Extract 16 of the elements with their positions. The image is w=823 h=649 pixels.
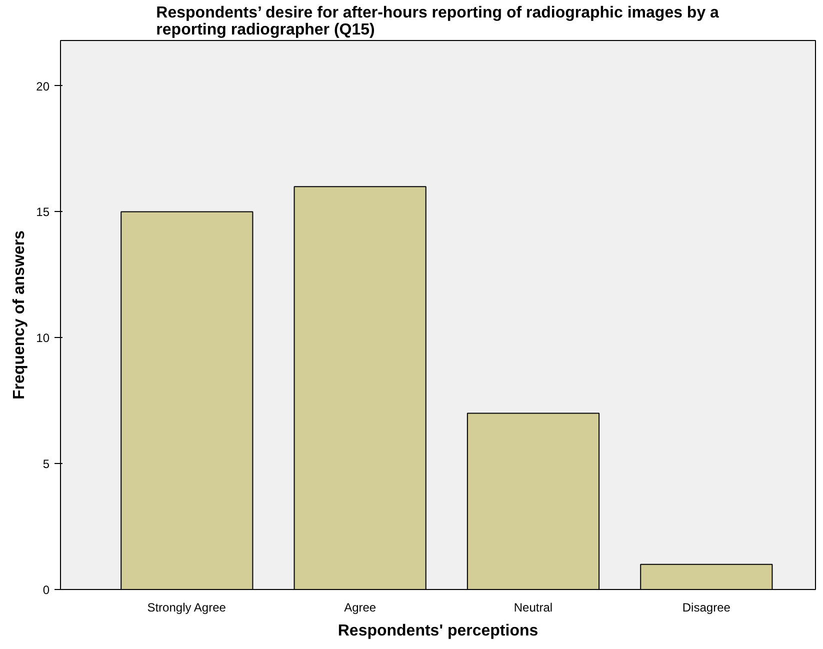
bar <box>120 211 254 590</box>
x-tick-label: Strongly Agree <box>147 600 226 614</box>
y-tick-label: 10 <box>36 331 50 346</box>
y-tick-label: 5 <box>42 457 50 472</box>
bar <box>294 186 426 590</box>
x-tick-label: Neutral <box>514 600 553 614</box>
bar <box>640 564 773 590</box>
x-axis-title: Respondents' perceptions <box>338 622 538 640</box>
y-tick-label: 15 <box>36 205 50 220</box>
y-axis-title: Frequency of answers <box>11 230 28 400</box>
x-tick-label: Agree <box>344 600 376 614</box>
x-tick-label: Disagree <box>682 600 731 614</box>
bar <box>466 412 600 590</box>
y-tick-label: 20 <box>36 79 50 94</box>
y-tick-label: 0 <box>42 583 50 597</box>
chart-title: Respondents’ desire for after-hours reporting of radiographic images by a reporting radiographer (Q15) <box>156 4 720 38</box>
